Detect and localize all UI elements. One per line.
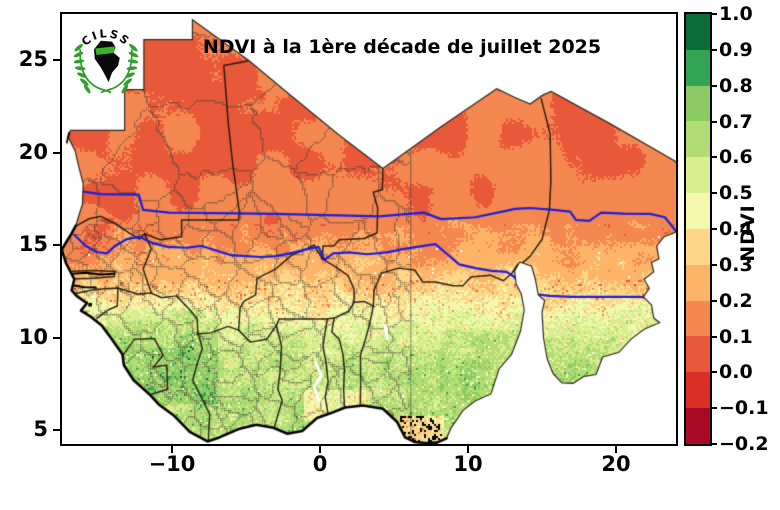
colorbar-segment	[686, 121, 710, 158]
colorbar-segment	[686, 372, 710, 409]
colorbar-tick-mark	[710, 228, 717, 230]
colorbar-tick-label: 0.3	[719, 253, 753, 276]
cilss-logo: CILSS	[73, 27, 139, 94]
x-tick-mark	[615, 446, 617, 453]
colorbar-tick-label: 0.2	[719, 289, 753, 312]
colorbar-tick-label: −0.2	[719, 433, 769, 455]
colorbar-segment	[686, 49, 710, 86]
colorbar-segment	[686, 408, 710, 444]
colorbar-segment	[686, 193, 710, 229]
colorbar-tick-label: 0.5	[719, 182, 753, 205]
colorbar-segment	[686, 300, 710, 337]
colorbar-tick-label: 0.0	[719, 361, 753, 384]
x-tick-label: 10	[453, 452, 483, 476]
map-title: NDVI à la 1ère décade de juillet 2025	[202, 36, 602, 58]
colorbar-segment	[686, 336, 710, 373]
colorbar-tick-label: 0.8	[719, 74, 753, 97]
y-tick-label: 5	[33, 416, 48, 441]
colorbar-tick-label: −0.1	[719, 397, 769, 420]
colorbar-tick-mark	[710, 299, 717, 302]
colorbar-tick-mark	[710, 84, 717, 87]
ndvi-raster-map	[62, 14, 676, 444]
colorbar-tick-label: 0.9	[719, 38, 753, 61]
colorbar-segment	[686, 264, 710, 301]
colorbar-segment	[686, 85, 710, 122]
colorbar-tick-label: 0.7	[719, 110, 753, 133]
y-tick-mark	[53, 429, 60, 431]
y-tick-label: 10	[18, 324, 48, 349]
y-tick-label: 20	[18, 139, 48, 164]
colorbar-tick-mark	[710, 443, 717, 445]
colorbar-tick-label: 0.4	[719, 218, 753, 240]
colorbar-tick-label: 1.0	[719, 3, 753, 25]
x-tick-mark	[319, 446, 321, 453]
x-tick-mark	[467, 446, 469, 453]
colorbar-segment	[686, 157, 710, 194]
colorbar-tick-mark	[710, 192, 717, 195]
y-tick-label: 15	[18, 231, 48, 256]
africa-silhouette-icon	[93, 40, 120, 83]
colorbar-segment	[686, 228, 710, 265]
x-tick-label: −10	[148, 452, 196, 476]
colorbar-segment	[686, 14, 710, 50]
x-tick-mark	[171, 446, 173, 453]
colorbar-tick-mark	[710, 120, 717, 123]
x-tick-label: 0	[312, 452, 328, 476]
colorbar-axis-label: NDVI	[737, 204, 759, 262]
y-tick-mark	[53, 336, 60, 339]
colorbar-tick-mark	[710, 263, 717, 266]
colorbar-tick-mark	[710, 13, 717, 15]
colorbar-tick-label: 0.1	[719, 325, 753, 348]
colorbar-tick-mark	[710, 335, 717, 338]
colorbar-tick-mark	[710, 407, 717, 410]
colorbar-tick-mark	[710, 371, 717, 374]
y-tick-mark	[53, 244, 60, 246]
y-tick-mark	[53, 151, 60, 154]
x-tick-label: 20	[601, 452, 631, 476]
colorbar-tick-mark	[710, 156, 717, 159]
colorbar	[686, 14, 710, 444]
y-tick-mark	[53, 59, 60, 61]
colorbar-tick-mark	[710, 48, 717, 51]
y-tick-label: 25	[18, 46, 48, 71]
colorbar-tick-label: 0.6	[719, 146, 753, 169]
laurel-wreath-icon	[73, 43, 139, 94]
